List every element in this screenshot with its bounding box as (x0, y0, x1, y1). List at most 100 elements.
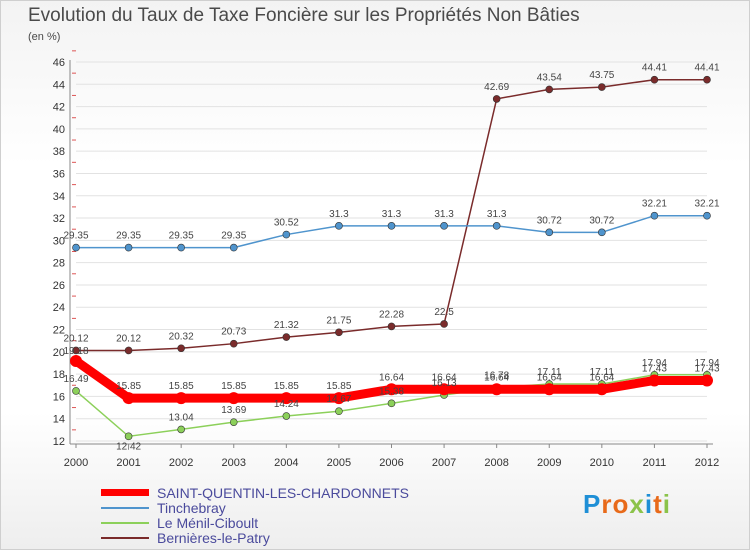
data-label: 12.42 (116, 441, 141, 452)
data-label: 17.43 (642, 363, 667, 374)
x-tick-label: 2008 (484, 457, 508, 469)
data-label: 30.72 (537, 215, 562, 226)
data-label: 20.12 (116, 333, 141, 344)
data-point (177, 425, 185, 434)
logo-letter: x (629, 489, 645, 519)
x-tick-label: 2006 (379, 457, 403, 469)
data-point (543, 383, 556, 396)
data-point (332, 392, 345, 405)
data-point (492, 222, 501, 230)
data-label: 16.64 (484, 372, 509, 383)
data-label: 16.78 (484, 371, 509, 382)
series-layer (70, 75, 713, 441)
logo-letter: r (601, 489, 613, 519)
y-tick-label: 30 (53, 235, 65, 247)
data-point (175, 392, 188, 405)
legend-swatch (101, 507, 149, 509)
proxiti-logo: Proxiti (583, 489, 671, 520)
data-label: 22.28 (379, 309, 404, 320)
data-point (335, 222, 343, 230)
y-tick-label: 20 (53, 347, 65, 359)
logo-letter: i (644, 489, 654, 519)
legend-swatch (101, 489, 149, 496)
data-point (280, 392, 293, 405)
data-point (490, 383, 503, 396)
y-tick-label: 14 (53, 414, 65, 426)
data-label: 29.35 (221, 231, 246, 242)
data-label: 31.3 (434, 209, 454, 220)
data-label: 32.21 (642, 199, 667, 210)
y-tick-label: 28 (53, 258, 65, 270)
data-point (598, 83, 606, 91)
data-point (598, 228, 606, 237)
data-point (177, 243, 185, 252)
legend-swatch (101, 522, 149, 524)
data-label: 17.11 (537, 367, 562, 378)
logo-text: Proxiti (583, 489, 671, 519)
data-point (492, 95, 501, 103)
logo-letter: o (612, 489, 630, 519)
logo-letter: t (653, 489, 663, 519)
data-point (703, 75, 711, 84)
y-tick-label: 26 (53, 280, 65, 292)
data-labels: 19.18 15.85 15.85 15.85 15.85 15.85 16.64 16.64… (63, 63, 719, 453)
data-point (124, 243, 133, 252)
data-label: 13.04 (169, 412, 194, 423)
data-label: 30.52 (274, 218, 299, 229)
data-point (72, 243, 80, 252)
legend-item: Tinchebray (101, 500, 441, 516)
data-point (335, 407, 343, 416)
data-label: 16.64 (432, 372, 457, 383)
data-label: 14.67 (326, 394, 351, 405)
data-label: 21.32 (274, 320, 299, 331)
x-tick-label: 2011 (643, 457, 667, 469)
data-label: 44.41 (642, 63, 667, 74)
y-tick-label: 44 (53, 79, 65, 91)
x-tick-label: 2001 (116, 457, 140, 469)
y-tick-label: 18 (53, 369, 65, 381)
data-label: 29.35 (116, 231, 141, 242)
data-point (124, 346, 133, 355)
data-label: 15.85 (169, 381, 194, 392)
y-tick-label: 16 (53, 391, 65, 403)
data-point (229, 243, 238, 252)
data-label: 13.69 (221, 405, 246, 416)
logo-letter: P (583, 489, 602, 519)
data-point (229, 418, 238, 426)
data-label: 16.64 (589, 372, 614, 383)
data-point (387, 222, 396, 230)
y-tick-label: 36 (53, 168, 65, 180)
data-point (595, 383, 608, 396)
data-label: 15.38 (379, 386, 404, 397)
legend-label: Le Ménil-Ciboult (157, 515, 259, 531)
y-tick-label: 42 (53, 102, 65, 114)
data-label: 17.11 (590, 367, 615, 378)
data-point (387, 399, 396, 408)
x-tick-label: 2007 (432, 457, 456, 469)
data-label: 32.21 (694, 199, 719, 210)
data-point (177, 344, 185, 353)
data-label: 22.5 (434, 307, 454, 318)
data-label: 17.94 (694, 358, 719, 369)
data-label: 17.43 (694, 363, 719, 374)
data-label: 16.64 (379, 372, 404, 383)
data-label: 44.41 (694, 63, 719, 74)
data-point (387, 322, 396, 331)
data-label: 43.54 (537, 72, 562, 83)
data-label: 19.18 (63, 346, 88, 357)
data-point (648, 374, 661, 387)
unit-label: (en %) (28, 31, 61, 43)
legend-swatch (101, 537, 149, 539)
legend-label: SAINT-QUENTIN-LES-CHARDONNETS (157, 485, 410, 501)
legend: SAINT-QUENTIN-LES-CHARDONNETS Tinchebray L… (101, 485, 441, 546)
data-point (385, 383, 398, 396)
x-tick-label: 2004 (274, 457, 298, 469)
data-point (335, 328, 343, 337)
data-label: 29.35 (169, 231, 194, 242)
data-point (72, 387, 80, 395)
y-tick-label: 32 (53, 213, 65, 225)
grid-lines (76, 61, 707, 442)
legend-label: Bernières-le-Patry (157, 530, 270, 546)
data-point (440, 320, 448, 328)
